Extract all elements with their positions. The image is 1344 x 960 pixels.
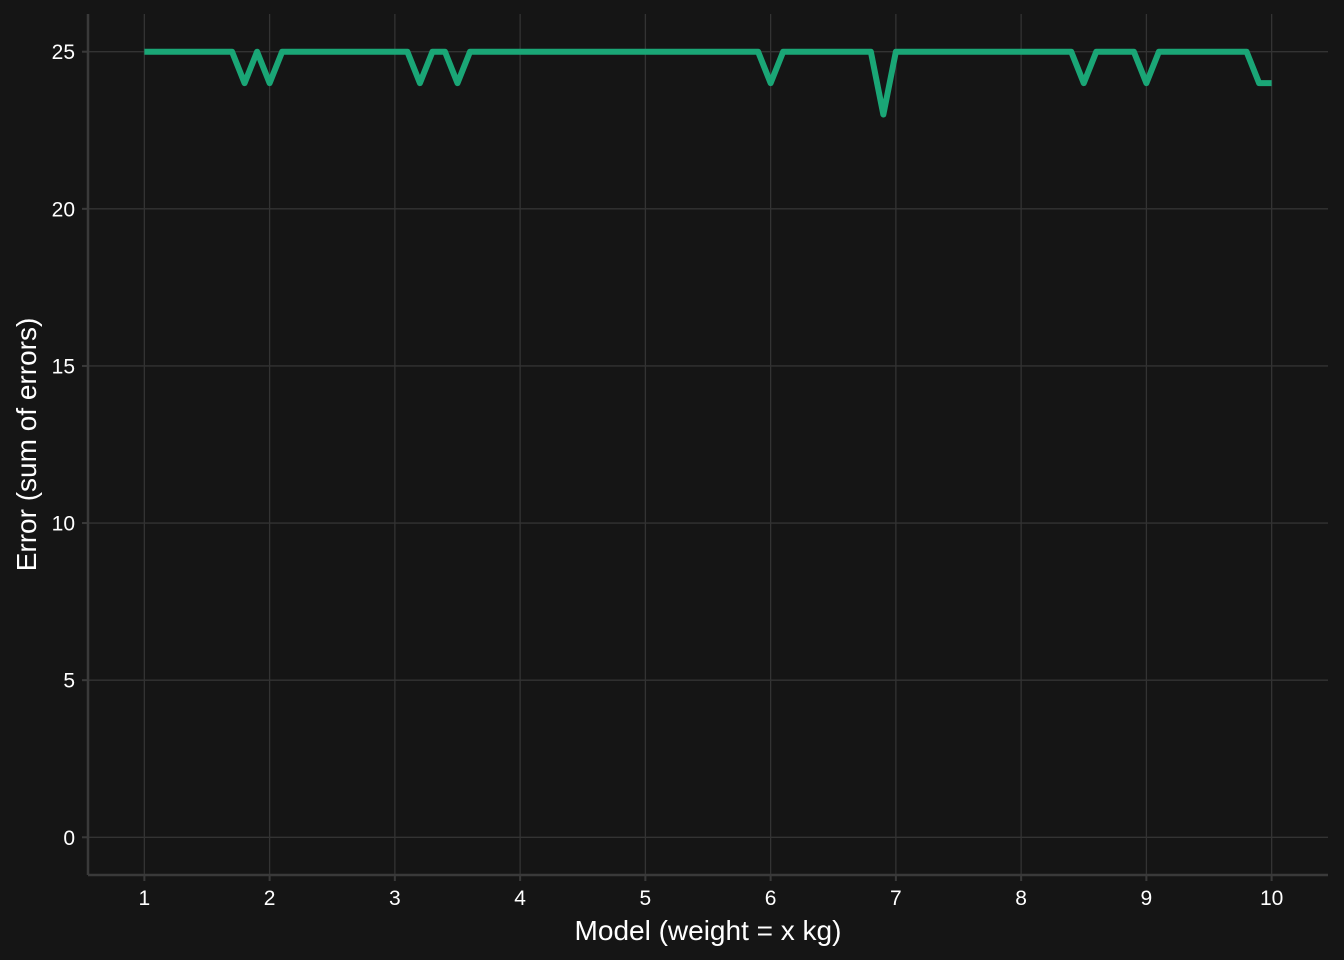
x-axis-title: Model (weight = x kg)	[575, 915, 842, 946]
y-tick-label-20: 20	[52, 198, 75, 221]
grid	[88, 14, 1328, 875]
x-tick-label-3: 3	[389, 887, 401, 910]
y-tick-label-25: 25	[52, 41, 75, 64]
y-axis-title: Error (sum of errors)	[11, 318, 42, 572]
x-tick-label-6: 6	[765, 887, 777, 910]
series-layer	[144, 48, 1272, 118]
x-tick-label-5: 5	[640, 887, 652, 910]
x-tick-label-1: 1	[139, 887, 151, 910]
x-tick-label-10: 10	[1260, 887, 1283, 910]
x-tick-label-7: 7	[890, 887, 902, 910]
y-tick-label-15: 15	[52, 355, 75, 378]
x-tick-label-8: 8	[1015, 887, 1027, 910]
series-line-0	[144, 48, 1272, 118]
y-tick-label-10: 10	[52, 513, 75, 536]
x-tick-label-2: 2	[264, 887, 276, 910]
x-tick-label-9: 9	[1141, 887, 1153, 910]
x-tick-label-4: 4	[514, 887, 526, 910]
y-tick-label-0: 0	[63, 827, 75, 850]
ticks: 1 2 3 4 5 6 7 8 9 10 0 5 10 15 20 25	[52, 41, 1284, 910]
y-tick-label-5: 5	[63, 670, 75, 693]
axes	[86, 14, 1328, 877]
